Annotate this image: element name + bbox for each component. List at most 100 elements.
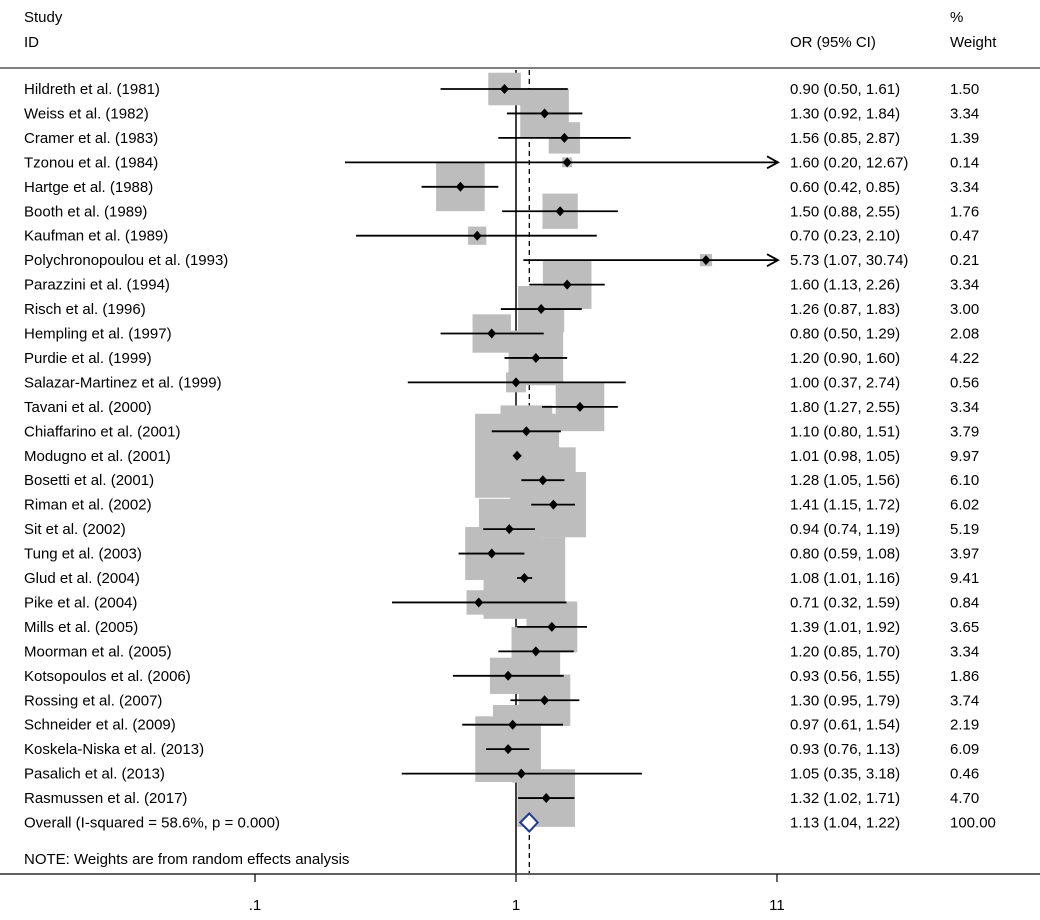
study-or-ci: 1.60 (0.20, 12.67) [790, 154, 908, 171]
study-name: Tzonou et al. (1984) [24, 154, 158, 171]
point-estimate [511, 377, 521, 388]
study-name: Glud et al. (2004) [24, 570, 140, 587]
study-or-ci: 0.90 (0.50, 1.61) [790, 81, 900, 98]
study-or-ci: 1.80 (1.27, 2.55) [790, 399, 900, 416]
x-tick-label: 11 [769, 897, 785, 914]
point-estimate [548, 499, 558, 510]
point-estimate [512, 450, 522, 461]
study-weight: 1.39 [950, 130, 979, 147]
study-weight: 0.46 [950, 766, 979, 783]
study-weight: 0.21 [950, 252, 979, 269]
study-or-ci: 0.93 (0.56, 1.55) [790, 668, 900, 685]
point-estimate [562, 157, 572, 168]
study-weight: 0.56 [950, 374, 979, 391]
study-weight: 3.34 [950, 643, 979, 660]
study-name: Purdie et al. (1999) [24, 350, 152, 367]
overall-weight: 100.00 [950, 815, 996, 832]
study-header-line1: Study [24, 9, 63, 26]
point-estimate [503, 670, 513, 681]
study-name: Sit et al. (2002) [24, 521, 126, 538]
study-name: Bosetti et al. (2001) [24, 472, 154, 489]
study-name: Tung et al. (2003) [24, 546, 142, 563]
study-weight: 9.97 [950, 448, 979, 465]
study-weight: 1.86 [950, 668, 979, 685]
point-estimate [500, 84, 510, 94]
point-estimate [521, 426, 531, 437]
point-estimate [472, 230, 482, 241]
point-estimate [562, 279, 572, 290]
point-estimate [536, 304, 546, 315]
point-estimate [531, 646, 541, 657]
study-name: Weiss et al. (1982) [24, 105, 149, 122]
study-or-ci: 1.26 (0.87, 1.83) [790, 301, 900, 318]
point-estimate [504, 524, 514, 535]
study-or-ci: 1.20 (0.85, 1.70) [790, 643, 900, 660]
study-name: Cramer et al. (1983) [24, 130, 158, 147]
study-name: Schneider et al. (2009) [24, 717, 176, 734]
point-estimate [538, 475, 548, 486]
study-name: Modugno et al. (2001) [24, 448, 171, 465]
study-name: Risch et al. (1996) [24, 301, 146, 318]
point-estimate [516, 768, 526, 779]
study-weight: 3.65 [950, 619, 979, 636]
study-weight: 6.02 [950, 497, 979, 514]
study-name: Riman et al. (2002) [24, 497, 152, 514]
study-weight: 0.84 [950, 594, 979, 611]
study-or-ci: 1.39 (1.01, 1.92) [790, 619, 900, 636]
study-name: Mills et al. (2005) [24, 619, 138, 636]
study-weight: 3.74 [950, 692, 979, 709]
study-or-ci: 1.60 (1.13, 2.26) [790, 277, 900, 294]
overall-or-ci: 1.13 (1.04, 1.22) [790, 815, 900, 832]
study-name: Parazzini et al. (1994) [24, 277, 170, 294]
study-weight: 9.41 [950, 570, 979, 587]
x-tick-label: .1 [249, 897, 262, 914]
study-weight: 5.19 [950, 521, 979, 538]
study-weight: 3.34 [950, 179, 979, 196]
study-or-ci: 1.50 (0.88, 2.55) [790, 203, 900, 220]
study-or-ci: 0.93 (0.76, 1.13) [790, 741, 900, 758]
study-or-ci: 0.60 (0.42, 0.85) [790, 179, 900, 196]
study-or-ci: 0.71 (0.32, 1.59) [790, 594, 900, 611]
study-or-ci: 0.94 (0.74, 1.19) [790, 521, 900, 538]
point-estimate [531, 352, 541, 363]
study-header-line2: ID [24, 34, 39, 51]
point-estimate [487, 328, 497, 339]
ci-arrow [766, 253, 780, 267]
study-weight: 3.00 [950, 301, 979, 318]
study-weight: 6.09 [950, 741, 979, 758]
point-estimate [541, 793, 551, 804]
study-weight: 3.34 [950, 277, 979, 294]
study-or-ci: 1.32 (1.02, 1.71) [790, 790, 900, 807]
point-estimate [508, 719, 518, 730]
study-or-ci: 1.28 (1.05, 1.56) [790, 472, 900, 489]
point-estimate [540, 695, 550, 706]
study-or-ci: 0.70 (0.23, 2.10) [790, 228, 900, 245]
study-name: Hildreth et al. (1981) [24, 81, 160, 98]
study-name: Pasalich et al. (2013) [24, 766, 165, 783]
study-name: Hempling et al. (1997) [24, 326, 172, 343]
study-weight: 3.97 [950, 546, 979, 563]
study-name: Hartge et al. (1988) [24, 179, 153, 196]
study-weight: 1.50 [950, 81, 979, 98]
study-name: Chiaffarino et al. (2001) [24, 423, 180, 440]
point-estimate [474, 597, 484, 608]
study-name: Kotsopoulos et al. (2006) [24, 668, 191, 685]
study-or-ci: 1.30 (0.95, 1.79) [790, 692, 900, 709]
overall-label: Overall (I-squared = 58.6%, p = 0.000) [24, 815, 280, 832]
study-name: Pike et al. (2004) [24, 594, 137, 611]
study-name: Kaufman et al. (1989) [24, 228, 168, 245]
point-estimate [559, 132, 569, 143]
study-or-ci: 1.41 (1.15, 1.72) [790, 497, 900, 514]
study-or-ci: 1.00 (0.37, 2.74) [790, 374, 900, 391]
study-or-ci: 1.30 (0.92, 1.84) [790, 105, 900, 122]
study-weight: 4.22 [950, 350, 979, 367]
point-estimate [555, 206, 565, 217]
study-name: Rossing et al. (2007) [24, 692, 162, 709]
footnote: NOTE: Weights are from random effects an… [24, 851, 349, 868]
point-estimate [487, 548, 497, 559]
study-weight: 4.70 [950, 790, 979, 807]
study-weight: 2.19 [950, 717, 979, 734]
study-or-ci: 1.05 (0.35, 3.18) [790, 766, 900, 783]
study-weight: 3.79 [950, 423, 979, 440]
